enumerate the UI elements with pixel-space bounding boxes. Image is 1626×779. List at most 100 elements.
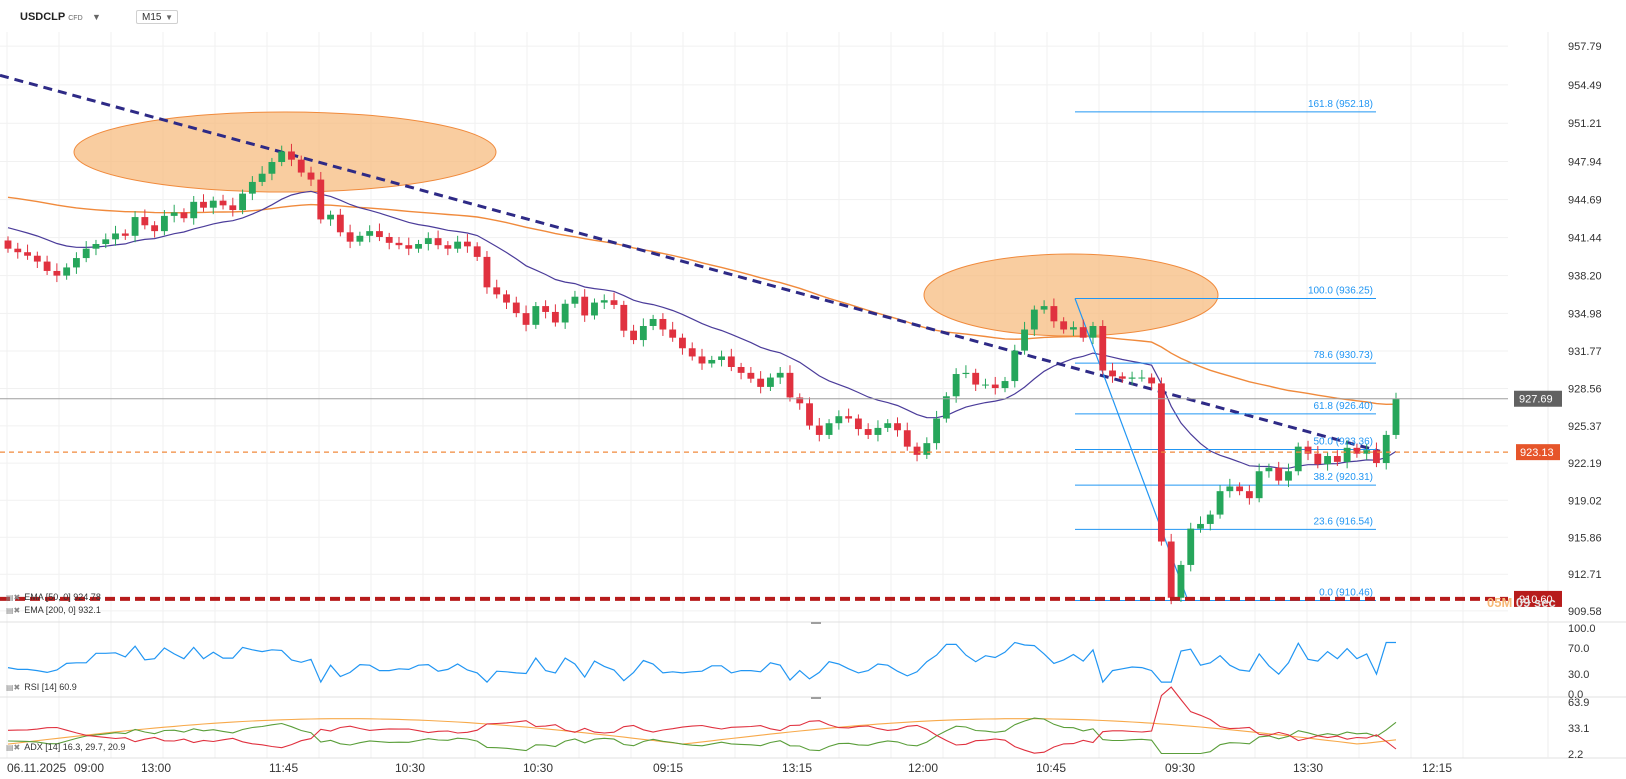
candle-body <box>1070 327 1077 330</box>
symbol-selector[interactable]: USDCLP CFD <box>20 11 83 23</box>
y-tick-label: 928.56 <box>1568 384 1602 396</box>
candle <box>43 255 51 276</box>
candle-body <box>933 418 941 444</box>
candle-body <box>747 372 755 379</box>
y-tick-label: 944.69 <box>1568 195 1602 207</box>
rsi-tick-label: 70.0 <box>1568 643 1589 655</box>
candle <box>1206 510 1214 531</box>
candle <box>219 194 227 210</box>
candle <box>141 209 149 230</box>
candle-body <box>659 318 667 330</box>
candle-body <box>1216 491 1224 515</box>
candle-body <box>415 244 422 249</box>
chevron-down-icon[interactable]: ▼ <box>92 12 101 22</box>
candle-body <box>1099 326 1107 371</box>
settings-close-icon[interactable]: ▤✖ <box>6 743 21 752</box>
settings-close-icon[interactable]: ▤✖ <box>6 593 21 602</box>
adx-plus-line <box>7 717 1397 755</box>
candle <box>620 300 628 338</box>
candle-body <box>561 303 569 323</box>
candle <box>366 225 374 243</box>
candle <box>473 242 481 261</box>
candle-body <box>73 258 80 268</box>
fib-level-label: 61.8 (926.40) <box>1314 401 1374 412</box>
y-tick-label: 909.58 <box>1568 606 1602 618</box>
candle-body <box>1275 467 1283 481</box>
candle-body <box>43 261 51 271</box>
candle <box>639 318 647 347</box>
chevron-down-icon: ▼ <box>165 13 173 22</box>
support-price-tag <box>1514 590 1562 607</box>
candle <box>503 290 510 310</box>
candle <box>229 197 237 217</box>
candle-body <box>1187 528 1195 565</box>
timeframe-selector[interactable]: M15 ▼ <box>136 10 178 24</box>
candle <box>1382 430 1390 470</box>
candle <box>248 176 256 201</box>
y-tick-label: 912.71 <box>1568 569 1602 581</box>
candle-body <box>708 359 716 364</box>
candle <box>356 231 364 246</box>
candle <box>776 366 784 384</box>
candle <box>1187 522 1195 572</box>
candle-body <box>825 423 833 435</box>
candle <box>1255 463 1263 503</box>
candle-body <box>1128 377 1136 379</box>
candle-body <box>444 245 452 249</box>
candle <box>532 301 540 329</box>
ema200-line <box>7 196 1397 406</box>
candle-body <box>200 201 207 208</box>
candle <box>679 333 686 355</box>
candle <box>200 194 207 212</box>
candle <box>346 224 354 249</box>
candle <box>239 189 247 215</box>
settings-close-icon[interactable]: ▤✖ <box>6 683 21 692</box>
candle <box>1079 319 1087 342</box>
candle <box>542 300 550 319</box>
candle <box>1177 560 1185 602</box>
ema200-legend[interactable]: ▤✖ EMA [200, 0] 932.1 <box>6 605 101 615</box>
candle <box>258 166 266 187</box>
candle <box>336 208 344 237</box>
candle-body <box>219 200 227 206</box>
candle <box>659 313 667 336</box>
candle-body <box>1079 327 1087 338</box>
candle <box>1157 377 1165 546</box>
candle <box>1011 344 1019 388</box>
candle-body <box>1050 306 1058 322</box>
candle <box>913 442 921 462</box>
candle <box>483 251 491 294</box>
candle-body <box>327 214 334 220</box>
candle-body <box>1001 381 1009 389</box>
adx-tick-label: 63.9 <box>1568 697 1589 709</box>
candle <box>982 378 989 389</box>
candle-body <box>258 173 266 182</box>
candle-body <box>864 429 872 435</box>
y-tick-label: 957.79 <box>1568 41 1602 53</box>
settings-close-icon[interactable]: ▤✖ <box>6 606 21 615</box>
candle-body <box>542 306 550 312</box>
y-tick-label: 947.94 <box>1568 157 1602 169</box>
candle <box>698 348 706 370</box>
ema50-line <box>7 190 1397 469</box>
candle-body <box>463 241 471 247</box>
candle <box>82 241 90 263</box>
candle <box>1050 298 1058 328</box>
candle-body <box>512 302 520 314</box>
candle <box>1001 376 1009 393</box>
candle <box>1138 369 1146 382</box>
candle-body <box>1157 383 1165 542</box>
candle <box>121 229 129 240</box>
candle-body <box>278 151 286 163</box>
candle <box>1324 451 1331 471</box>
candle-body <box>698 356 706 364</box>
countdown-minutes: 05M <box>1487 595 1513 610</box>
current-price-tag <box>1514 390 1562 407</box>
rsi-legend[interactable]: ▤✖ RSI [14] 60.9 <box>6 682 77 692</box>
ema50-label: EMA [50, 0] 924.78 <box>24 592 101 602</box>
ema50-legend[interactable]: ▤✖ EMA [50, 0] 924.78 <box>6 592 101 602</box>
candle-body <box>1197 523 1204 529</box>
candle-body <box>141 217 149 226</box>
adx-legend[interactable]: ▤✖ ADX [14] 16.3, 29.7, 20.9 <box>6 742 125 752</box>
